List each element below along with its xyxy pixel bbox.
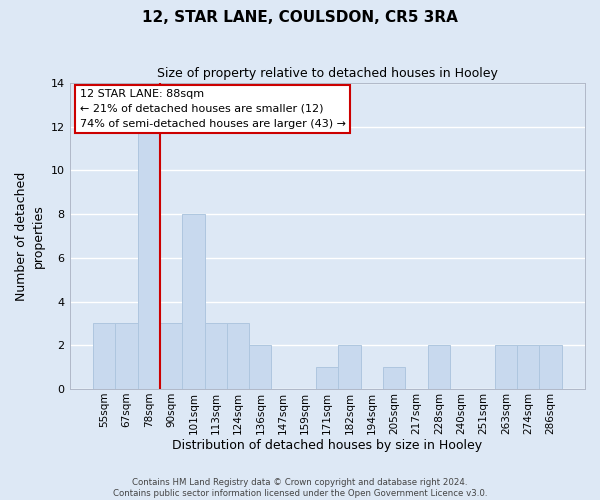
Text: 12, STAR LANE, COULSDON, CR5 3RA: 12, STAR LANE, COULSDON, CR5 3RA	[142, 10, 458, 25]
Bar	[227, 324, 249, 389]
Bar	[494, 346, 517, 389]
Bar	[205, 324, 227, 389]
X-axis label: Distribution of detached houses by size in Hooley: Distribution of detached houses by size …	[172, 440, 482, 452]
Title: Size of property relative to detached houses in Hooley: Size of property relative to detached ho…	[157, 68, 498, 80]
Bar	[93, 324, 115, 389]
Bar	[428, 346, 450, 389]
Bar	[383, 367, 406, 389]
Bar	[338, 346, 361, 389]
Bar	[115, 324, 137, 389]
Bar	[517, 346, 539, 389]
Y-axis label: Number of detached
properties: Number of detached properties	[15, 172, 45, 300]
Bar	[160, 324, 182, 389]
Text: Contains HM Land Registry data © Crown copyright and database right 2024.
Contai: Contains HM Land Registry data © Crown c…	[113, 478, 487, 498]
Bar	[316, 367, 338, 389]
Bar	[182, 214, 205, 389]
Bar	[249, 346, 271, 389]
Bar	[539, 346, 562, 389]
Bar	[137, 127, 160, 389]
Text: 12 STAR LANE: 88sqm
← 21% of detached houses are smaller (12)
74% of semi-detach: 12 STAR LANE: 88sqm ← 21% of detached ho…	[80, 89, 346, 129]
